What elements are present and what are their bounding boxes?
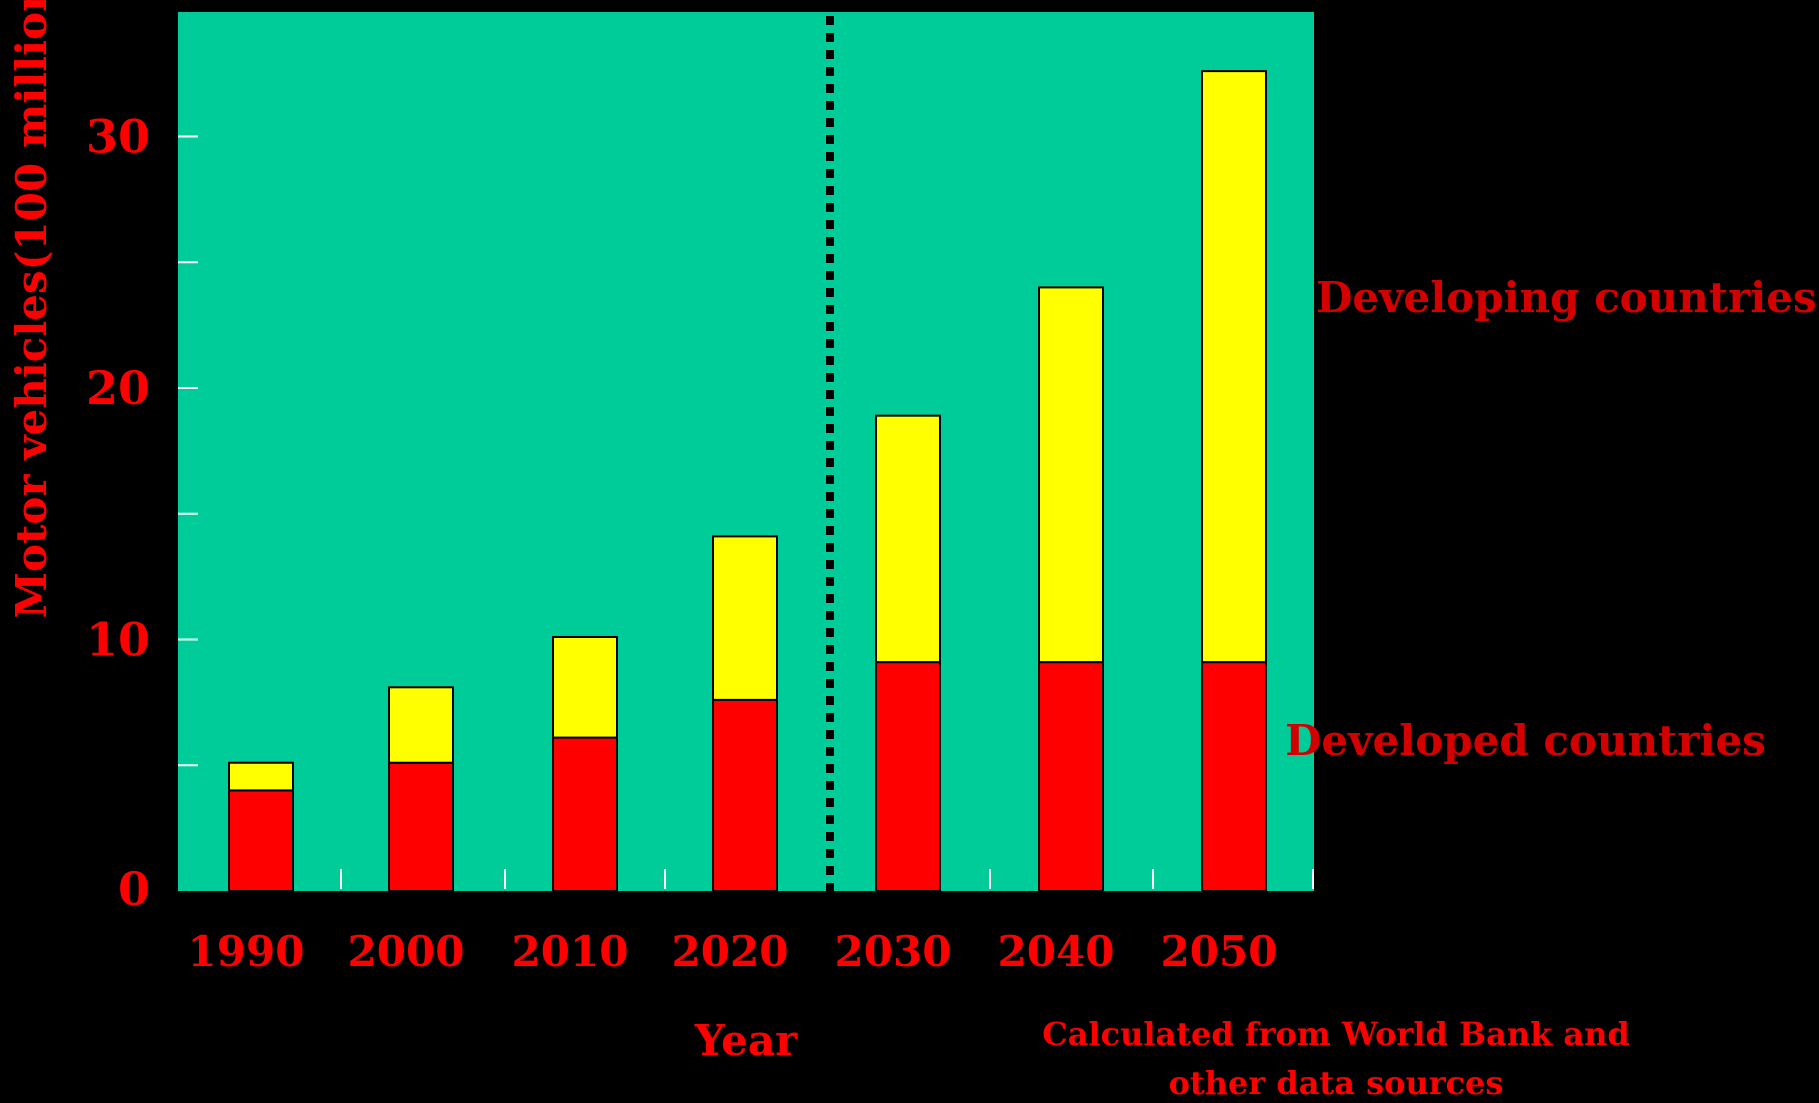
source-note-line-2: other data sources xyxy=(1169,1064,1504,1102)
bar-developed-2030 xyxy=(875,661,941,893)
bar-developed-2020 xyxy=(712,698,778,892)
y-tick-label-0: 0 xyxy=(118,862,150,916)
bar-developed-1990 xyxy=(228,789,294,893)
bar-developing-2040 xyxy=(1038,286,1104,664)
bar-developed-2050 xyxy=(1201,661,1267,893)
bars-group xyxy=(228,70,1267,893)
bar-developed-2040 xyxy=(1038,661,1104,893)
y-axis-title: Motor vehicles(100 million) xyxy=(7,0,56,619)
y-tick-label-20: 20 xyxy=(86,361,150,415)
x-tick-label-1990: 1990 xyxy=(188,927,305,976)
source-note-line-1: Calculated from World Bank and xyxy=(1042,1015,1630,1053)
series-label-developing: Developing countries xyxy=(1316,273,1817,322)
series-label-developed: Developed countries xyxy=(1285,716,1766,765)
x-tick-label-2010: 2010 xyxy=(512,927,629,976)
y-tick-label-10: 10 xyxy=(86,613,150,667)
y-axis-tick-labels: 0 10 20 30 xyxy=(86,110,150,917)
bar-developing-1990 xyxy=(228,761,294,792)
x-tick-label-2040: 2040 xyxy=(998,927,1115,976)
x-tick-label-2000: 2000 xyxy=(348,927,465,976)
bar-developing-2050 xyxy=(1201,70,1267,664)
bar-developing-2010 xyxy=(552,635,618,739)
bar-developing-2020 xyxy=(712,535,778,701)
x-tick-label-2020: 2020 xyxy=(672,927,789,976)
bar-developed-2010 xyxy=(552,736,618,893)
bar-developed-2000 xyxy=(388,761,454,892)
bar-developing-2000 xyxy=(388,686,454,764)
x-tick-label-2030: 2030 xyxy=(835,927,952,976)
y-tick-label-30: 30 xyxy=(86,110,150,164)
x-axis-title: Year xyxy=(694,1016,798,1065)
y-axis-ticks xyxy=(178,135,198,767)
x-axis-ticks xyxy=(340,869,1314,889)
x-axis-tick-labels: 1990 2000 2010 2020 2030 2040 2050 xyxy=(188,927,1278,976)
bar-developing-2030 xyxy=(875,414,941,664)
x-tick-label-2050: 2050 xyxy=(1161,927,1278,976)
